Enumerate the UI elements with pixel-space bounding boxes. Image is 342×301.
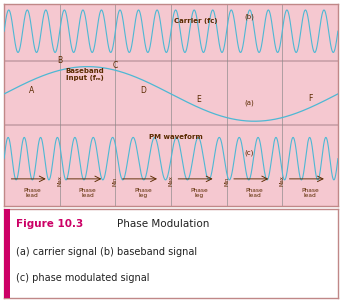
Text: (c): (c)	[245, 149, 254, 156]
Text: Phase
lead: Phase lead	[79, 188, 96, 198]
Text: Max: Max	[280, 175, 285, 186]
Text: Max: Max	[169, 175, 173, 186]
Text: (a): (a)	[245, 100, 254, 106]
Text: Min: Min	[113, 176, 118, 186]
Text: D: D	[140, 86, 146, 95]
Text: C: C	[113, 61, 118, 70]
Text: Phase
lead: Phase lead	[23, 188, 41, 198]
Text: Phase
leg: Phase leg	[190, 188, 208, 198]
Text: A: A	[29, 86, 35, 95]
Text: Phase Modulation: Phase Modulation	[117, 219, 209, 229]
Bar	[4, 209, 10, 298]
Text: Carrier (fᴄ): Carrier (fᴄ)	[174, 18, 218, 24]
Text: Baseband
Input (fₘ): Baseband Input (fₘ)	[66, 68, 105, 81]
Text: Phase
lead: Phase lead	[246, 188, 263, 198]
Text: Min: Min	[224, 176, 229, 186]
Text: Figure 10.3: Figure 10.3	[16, 219, 83, 229]
Text: (a) carrier signal (b) baseband signal: (a) carrier signal (b) baseband signal	[16, 247, 197, 257]
Text: F: F	[308, 94, 312, 103]
Text: B: B	[57, 56, 62, 65]
Text: (c) phase modulated signal: (c) phase modulated signal	[16, 273, 149, 284]
Text: Phase
leg: Phase leg	[134, 188, 152, 198]
Text: (b): (b)	[245, 14, 254, 20]
Text: PM waveform: PM waveform	[149, 135, 203, 140]
Text: Max: Max	[57, 175, 62, 186]
Text: E: E	[196, 95, 201, 104]
Text: Phase
lead: Phase lead	[301, 188, 319, 198]
